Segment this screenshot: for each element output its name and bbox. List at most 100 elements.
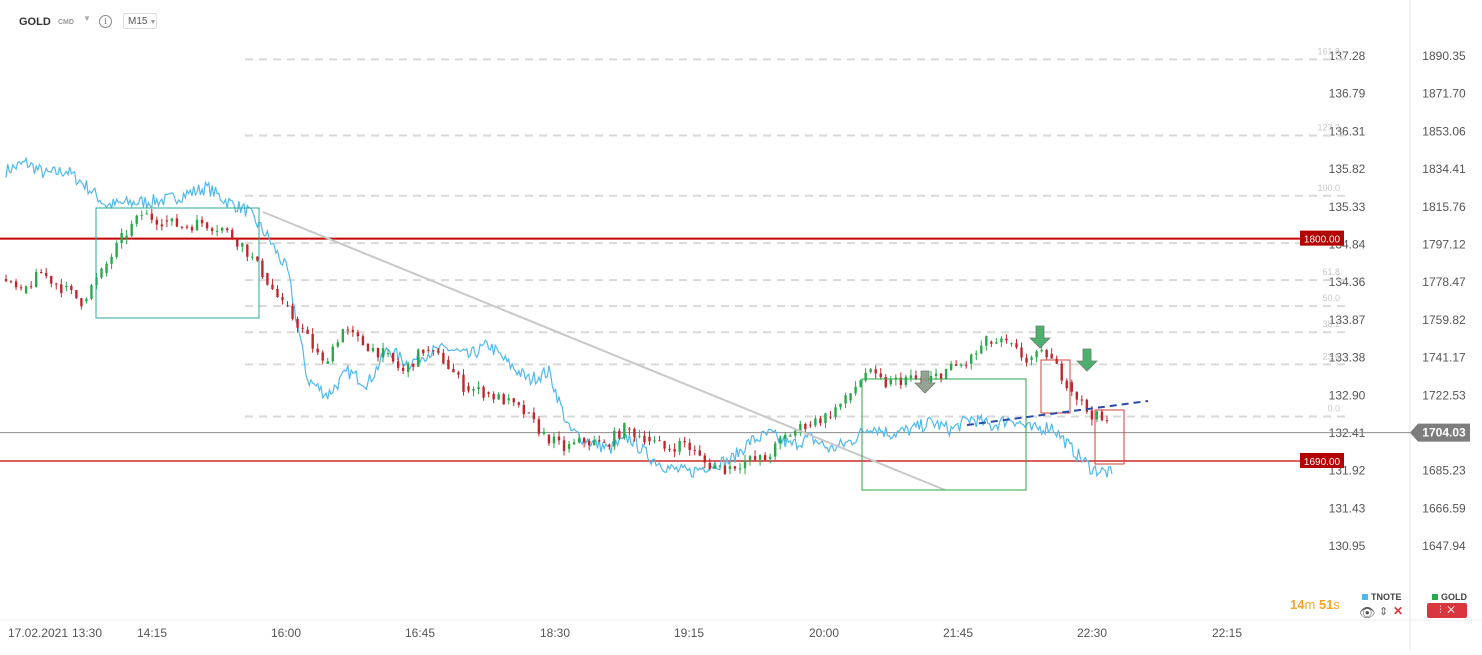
candle-body (155, 219, 159, 225)
annotation-rectangle-base (861, 378, 1027, 491)
candle-body (80, 298, 83, 307)
candle-body (834, 407, 837, 417)
fib-level-label: 0.0 (1327, 404, 1340, 414)
gold-series-controls[interactable]: ⫶ ✕ (1427, 603, 1467, 618)
candle-body (995, 342, 998, 344)
candle-body (271, 284, 274, 290)
candle-body (633, 428, 636, 437)
close-icon[interactable]: ✕ (1447, 605, 1455, 616)
candle-body (220, 227, 224, 231)
candle-body (673, 449, 676, 452)
candle-body (965, 364, 968, 366)
x-tick-label: 14:15 (137, 626, 167, 640)
candle-body (949, 364, 953, 371)
info-icon[interactable]: i (99, 15, 112, 28)
candle-body (668, 448, 671, 450)
horizontal-level-label: 1690.00 (1304, 457, 1341, 468)
chart-toolbar: GOLD CMD ▼ i M15 ▼ (0, 0, 400, 40)
candle-body (90, 285, 93, 299)
candle-body (497, 394, 500, 400)
candle-body (286, 305, 289, 307)
candle-body (879, 373, 882, 378)
candle-body (412, 363, 415, 367)
candle-body (261, 260, 264, 278)
timeframe-select[interactable]: M15 ▼ (123, 13, 157, 29)
tnote-series-line (5, 156, 1113, 479)
fib-level-label: 161.8 (1317, 46, 1340, 56)
candle-body (140, 215, 143, 217)
horizontal-level-tag (1300, 452, 1344, 468)
candle-body (743, 460, 747, 469)
candle-body (231, 230, 234, 239)
candle-body (185, 226, 189, 228)
candle-body (718, 465, 722, 467)
candle-body (784, 434, 787, 439)
candle-body (1010, 343, 1013, 345)
candle-body (1090, 410, 1094, 420)
annotation-rectangle-red-2 (1094, 409, 1125, 465)
candle-body (110, 256, 113, 264)
candle-body (613, 430, 616, 447)
fib-level-label: 61.8 (1322, 267, 1340, 277)
candle-body (864, 372, 867, 381)
x-tick-label: 17.02.2021 (8, 626, 68, 640)
fib-level-label: 50.0 (1322, 293, 1340, 303)
close-icon[interactable]: ✕ (1393, 604, 1404, 618)
candle-body (351, 329, 355, 333)
legend-gold: GOLD (1432, 592, 1467, 602)
legend-tnote-label: TNOTE (1371, 592, 1402, 602)
arrow-down-icon (914, 370, 936, 394)
candle-body (24, 286, 28, 294)
candle-body (577, 438, 581, 443)
candle-body (356, 332, 360, 337)
candle-body (638, 435, 641, 437)
candle-body (713, 465, 717, 469)
candle-body (934, 373, 938, 377)
candle-body (341, 329, 345, 343)
chevron-down-icon[interactable]: ▼ (83, 14, 91, 23)
candle-body (522, 404, 526, 415)
candle-body (457, 372, 460, 375)
candle-body (899, 377, 903, 385)
candle-body (55, 283, 58, 285)
candle-body (1045, 349, 1048, 358)
candle-body (331, 346, 334, 362)
candle-body (748, 456, 752, 461)
x-tick-label: 13:30 (72, 626, 102, 640)
candle-body (557, 436, 561, 441)
timeframe-value: M15 (128, 16, 148, 27)
candle-body (291, 306, 294, 319)
candle-body (623, 423, 626, 439)
candle-body (301, 327, 304, 329)
candle-body (618, 430, 621, 439)
candle-settings-icon[interactable]: ⫶ (1439, 605, 1442, 616)
candle-body (959, 364, 963, 366)
candle-body (502, 394, 505, 405)
candle-body (1100, 411, 1104, 421)
candle-body (598, 440, 601, 442)
candle-body (738, 468, 742, 470)
candle-body (60, 284, 63, 293)
candle-body (336, 342, 339, 347)
candle-countdown: 14m 51s (1290, 597, 1340, 612)
candle-body (884, 377, 887, 388)
candle-body (708, 463, 712, 469)
candle-body (200, 219, 204, 224)
eye-icon[interactable]: 👁 (1359, 605, 1376, 620)
symbol-label[interactable]: GOLD (19, 16, 51, 28)
candle-body (321, 352, 324, 361)
candle-body (1000, 338, 1003, 343)
candle-body (477, 386, 480, 390)
candle-body (799, 424, 802, 431)
candle-body (487, 392, 490, 394)
candle-body (1075, 391, 1079, 400)
candle-body (195, 219, 199, 231)
candle-body (396, 361, 400, 368)
candle-body (608, 444, 611, 447)
candle-body (115, 242, 118, 257)
candle-body (552, 436, 556, 444)
candle-body (205, 222, 209, 229)
updown-arrows-icon[interactable]: ⇕ (1379, 606, 1389, 618)
